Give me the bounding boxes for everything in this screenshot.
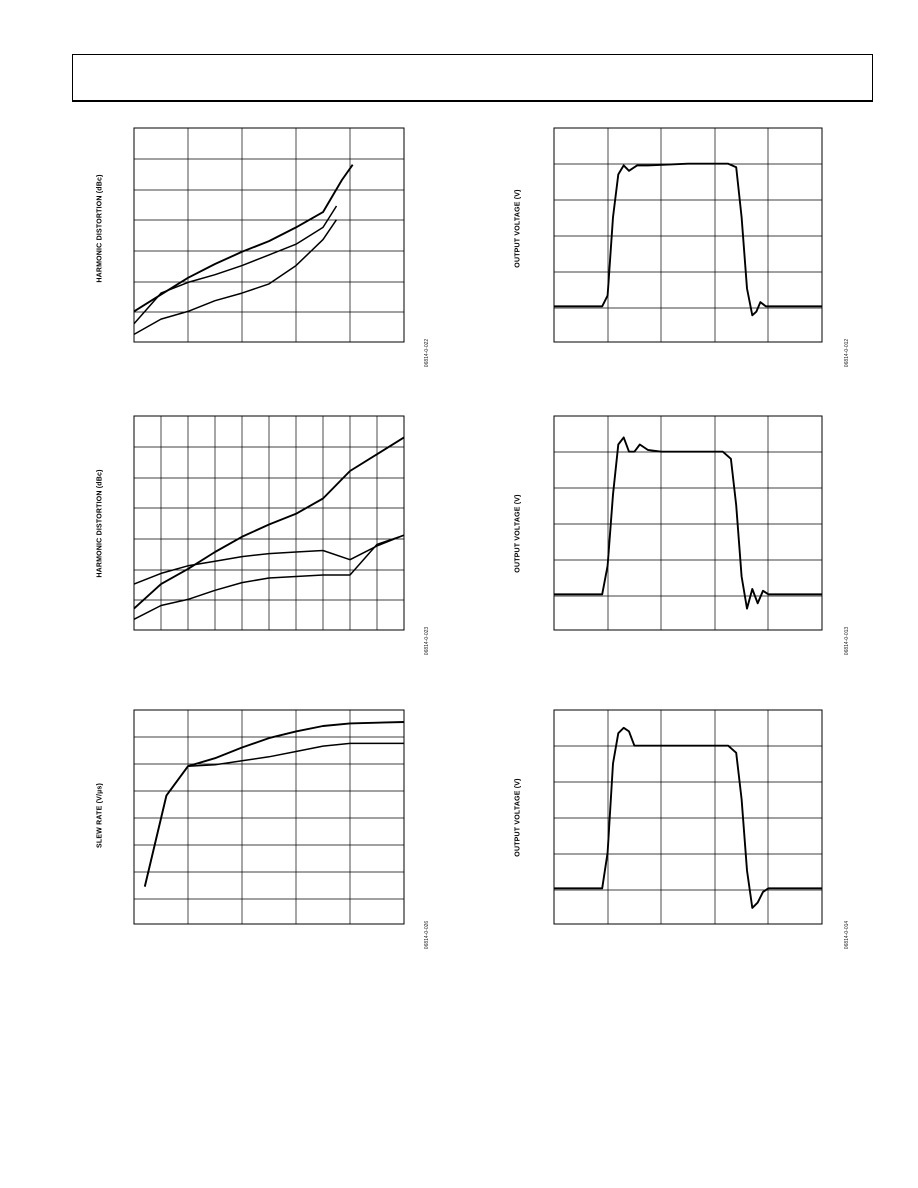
- series-line-1: [554, 726, 822, 909]
- series-line-2: [133, 205, 338, 325]
- chart-svg: [133, 127, 405, 343]
- figure-code: 06814-0-022: [424, 338, 430, 368]
- chart-panel-distortion-1: HARMONIC DISTORTION (dBc) 06814-0-022: [90, 120, 440, 380]
- series-line-1: [133, 436, 405, 610]
- chart-svg: [553, 415, 823, 631]
- series-line-3: [133, 219, 338, 336]
- chart-svg: [553, 127, 823, 343]
- series-line-1: [554, 436, 822, 610]
- plot-frame: [133, 127, 405, 343]
- plot-frame: [553, 127, 823, 343]
- series-line-2: [144, 742, 404, 887]
- series-line-1: [554, 162, 822, 317]
- chart-panel-distortion-2: HARMONIC DISTORTION (dBc) 06814-0-023: [90, 408, 440, 668]
- series-line-1: [133, 164, 354, 313]
- plot-frame: [133, 709, 405, 925]
- chart-svg: [133, 415, 405, 631]
- plot-frame: [553, 709, 823, 925]
- series-line-3: [133, 534, 405, 620]
- page-header-box: [72, 54, 873, 102]
- chart-svg: [133, 709, 405, 925]
- figure-code: 06814-0-012: [844, 338, 850, 368]
- chart-panel-slew-rate: SLEW RATE (V/µs) 06814-0-026: [90, 702, 440, 962]
- figure-code: 06814-0-013: [844, 626, 850, 656]
- series-line-2: [133, 534, 405, 585]
- chart-panel-output-step-3: OUTPUT VOLTAGE (V) 06814-0-014: [510, 702, 860, 962]
- figure-code: 06814-0-026: [424, 920, 430, 950]
- chart-panel-output-step-1: OUTPUT VOLTAGE (V) 06814-0-012: [510, 120, 860, 380]
- figure-code: 06814-0-014: [844, 920, 850, 950]
- figure-code: 06814-0-023: [424, 626, 430, 656]
- plot-frame: [553, 415, 823, 631]
- chart-panel-output-step-2: OUTPUT VOLTAGE (V) 06814-0-013: [510, 408, 860, 668]
- chart-svg: [553, 709, 823, 925]
